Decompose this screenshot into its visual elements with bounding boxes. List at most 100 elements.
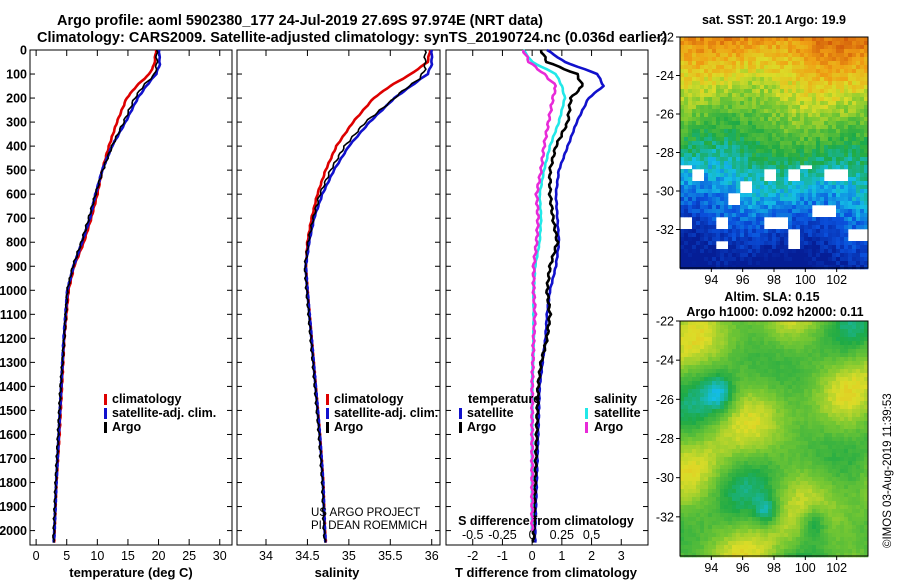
heatmap-cell xyxy=(772,97,777,102)
heatmap-cell xyxy=(680,185,685,190)
heatmap-cell xyxy=(808,369,813,374)
heatmap-cell xyxy=(856,241,861,246)
heatmap-cell xyxy=(692,405,697,410)
heatmap-cell xyxy=(748,445,753,450)
heatmap-cell xyxy=(788,57,793,62)
heatmap-cell xyxy=(732,457,737,462)
heatmap-cell xyxy=(844,101,849,106)
heatmap-cell xyxy=(720,37,725,42)
heatmap-cell xyxy=(788,345,793,350)
heatmap-cell xyxy=(832,497,837,502)
heatmap-cell xyxy=(808,81,813,86)
heatmap-cell xyxy=(848,61,853,66)
heatmap-cell xyxy=(792,441,797,446)
heatmap-cell xyxy=(860,401,865,406)
heatmap-cell xyxy=(840,117,845,122)
heatmap-cell xyxy=(840,397,845,402)
heatmap-cell xyxy=(764,249,769,254)
heatmap-cell xyxy=(852,333,857,338)
heatmap-cell xyxy=(792,445,797,450)
heatmap-cell xyxy=(860,89,865,94)
heatmap-cell xyxy=(856,369,861,374)
heatmap-cell xyxy=(732,261,737,266)
heatmap-cell xyxy=(704,129,709,134)
heatmap-cell xyxy=(820,229,825,234)
heatmap-cell xyxy=(696,477,701,482)
heatmap-cell xyxy=(720,413,725,418)
heatmap-cell xyxy=(740,97,745,102)
heatmap-cell xyxy=(716,205,721,210)
heatmap-cell xyxy=(756,333,761,338)
heatmap-cell xyxy=(704,413,709,418)
heatmap-cell xyxy=(724,137,729,142)
heatmap-cell xyxy=(696,149,701,154)
heatmap-cell xyxy=(840,141,845,146)
heatmap-cell xyxy=(712,45,717,50)
heatmap-cell xyxy=(824,437,829,442)
heatmap-cell xyxy=(700,457,705,462)
heatmap-cell xyxy=(696,377,701,382)
heatmap-cell xyxy=(752,97,757,102)
heatmap-cell xyxy=(724,89,729,94)
heatmap-cell xyxy=(820,41,825,46)
heatmap-cell xyxy=(796,469,801,474)
heatmap-cell xyxy=(740,265,745,270)
heatmap-cell xyxy=(752,385,757,390)
heatmap-cell xyxy=(784,169,789,174)
heatmap-cell xyxy=(820,61,825,66)
heatmap-cell xyxy=(740,433,745,438)
heatmap-cell xyxy=(788,149,793,154)
heatmap-cell xyxy=(816,69,821,74)
heatmap-cell xyxy=(776,193,781,198)
heatmap-cell xyxy=(680,181,685,186)
heatmap-cell xyxy=(764,149,769,154)
heatmap-cell xyxy=(816,253,821,258)
legend2-satellite-label: satellite-adj. clim. xyxy=(334,406,438,420)
heatmap-cell xyxy=(792,89,797,94)
heatmap-cell xyxy=(776,129,781,134)
heatmap-cell xyxy=(692,73,697,78)
heatmap-cell xyxy=(780,109,785,114)
heatmap-cell xyxy=(816,265,821,270)
heatmap-cell xyxy=(688,429,693,434)
heatmap-cell xyxy=(764,449,769,454)
heatmap-cell xyxy=(724,61,729,66)
heatmap-cell xyxy=(832,465,837,470)
heatmap-cell xyxy=(804,265,809,270)
heatmap-cell xyxy=(848,469,853,474)
heatmap-cell xyxy=(708,325,713,330)
heatmap-cell xyxy=(788,421,793,426)
heatmap-cell xyxy=(848,249,853,254)
heatmap-cell xyxy=(780,233,785,238)
heatmap-cell xyxy=(764,129,769,134)
heatmap-cell xyxy=(764,345,769,350)
heatmap-cell xyxy=(764,49,769,54)
heatmap-cell xyxy=(724,213,729,218)
heatmap-cell xyxy=(780,497,785,502)
heatmap-cell xyxy=(844,337,849,342)
heatmap-cell xyxy=(800,81,805,86)
heatmap-cell xyxy=(808,453,813,458)
heatmap-cell xyxy=(716,97,721,102)
heatmap-cell xyxy=(716,421,721,426)
heatmap-cell xyxy=(780,409,785,414)
heatmap-cell xyxy=(840,69,845,74)
heatmap-cell xyxy=(704,141,709,146)
heatmap-cell xyxy=(740,449,745,454)
heatmap-cell xyxy=(820,145,825,150)
heatmap-cell xyxy=(732,217,737,222)
heatmap-cell xyxy=(800,413,805,418)
heatmap-cell xyxy=(708,357,713,362)
heatmap-cell xyxy=(836,321,841,326)
heatmap-cell xyxy=(712,233,717,238)
heatmap-cell xyxy=(760,481,765,486)
heatmap-cell xyxy=(788,377,793,382)
heatmap-cell xyxy=(720,49,725,54)
heatmap-cell xyxy=(728,249,733,254)
heatmap-cell xyxy=(832,201,837,206)
heatmap-cell xyxy=(844,85,849,90)
heatmap-cell xyxy=(744,81,749,86)
heatmap-cell xyxy=(816,77,821,82)
heatmap-cell xyxy=(860,385,865,390)
heatmap-cell xyxy=(780,473,785,478)
